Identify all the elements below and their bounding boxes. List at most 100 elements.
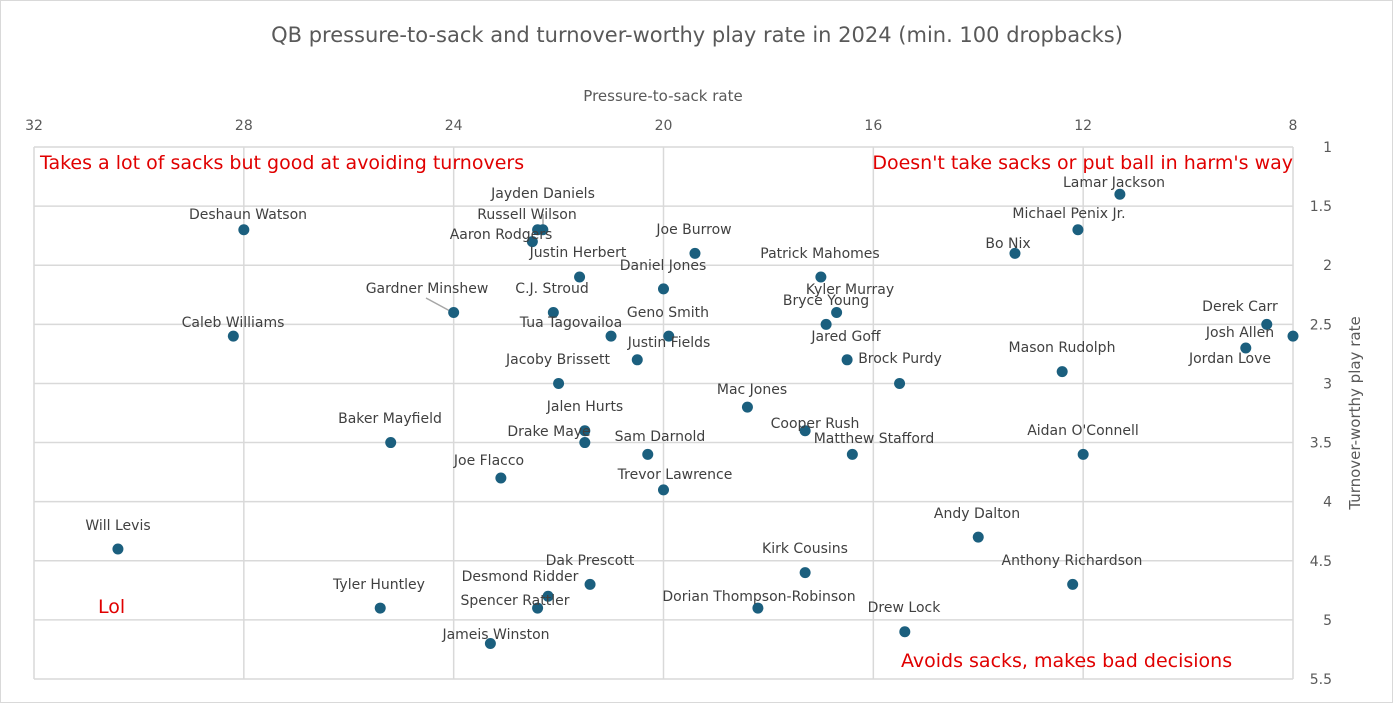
data-label: Jayden Daniels [490,186,595,202]
data-label: Joe Flacco [453,453,524,469]
data-label: Bo Nix [985,236,1030,252]
data-label: Deshaun Watson [189,207,307,223]
data-labels: Lamar Jackson Michael Penix Jr. Bo Nix Dere… [85,175,1278,643]
y-axis-title: Turnover-worthy play rate [1346,316,1364,510]
y-tick-label: 2 [1323,258,1332,274]
data-point [547,307,559,319]
data-label: Jordan Love [1188,351,1271,367]
data-point [584,578,596,590]
data-label: Jalen Hurts [546,399,623,415]
data-point [553,377,565,389]
y-tick-label: 1 [1323,140,1332,156]
data-label: Trevor Lawrence [617,467,733,483]
data-label: Bryce Young [783,293,869,309]
data-point [841,354,853,366]
data-label: Tyler Huntley [332,577,425,593]
data-point [238,224,250,236]
data-point [658,484,669,496]
data-label: Derek Carr [1202,299,1278,315]
data-label: Dorian Thompson-Robinson [662,589,855,605]
data-point [846,448,858,460]
data-point [1067,578,1079,590]
data-label: Mac Jones [717,382,787,398]
data-point [815,271,827,283]
data-point [605,330,617,342]
data-label: Justin Herbert [529,245,627,261]
data-point [227,330,239,342]
data-label: Joe Burrow [655,222,731,238]
data-label: Patrick Mahomes [760,246,879,262]
data-label: Justin Fields [627,335,711,351]
data-label: Aaron Rodgers [450,227,553,243]
data-label: Michael Penix Jr. [1012,206,1125,222]
y-tick-labels: 1 1.5 2 2.5 3 3.5 4 4.5 5 5.5 [1310,140,1332,688]
data-label: Andy Dalton [934,506,1020,522]
data-point [642,448,654,460]
data-label: Aidan O'Connell [1027,423,1139,439]
data-point [799,567,811,579]
data-point [1240,342,1252,354]
data-point [689,247,701,259]
data-point [495,472,507,484]
data-label: Sam Darnold [615,429,706,445]
data-point [820,318,832,330]
data-label: Russell Wilson [477,207,576,223]
data-point [1114,188,1126,200]
data-label: Matthew Stafford [814,431,935,447]
x-tick-label: 32 [25,118,43,134]
data-point [663,330,675,342]
data-point [579,425,591,437]
data-label: Brock Purdy [858,351,942,367]
data-point [1077,448,1089,460]
data-label: Tua Tagovailoa [519,315,622,331]
data-point [542,590,554,602]
data-label: Lamar Jackson [1063,175,1165,191]
annotation-text: Avoids sacks, makes bad decisions [901,650,1232,672]
data-point [799,425,811,437]
y-tick-label: 3.5 [1310,436,1332,452]
x-axis-title: Pressure-to-sack rate [583,87,742,105]
data-point [374,602,386,614]
data-label: Jared Goff [810,329,881,345]
data-point [385,437,397,449]
data-point [1056,366,1068,378]
leader-line [425,297,451,312]
x-tick-label: 8 [1289,118,1298,134]
y-tick-label: 5.5 [1310,672,1332,688]
data-label: Cooper Rush [771,416,860,432]
data-point [972,531,984,543]
annotation-text: Doesn't take sacks or put ball in harm's… [872,152,1293,174]
data-label: Dak Prescott [546,553,635,569]
data-point [574,271,586,283]
annotation-text: Lol [98,596,125,618]
annotation-text: Takes a lot of sacks but good at avoidin… [39,152,524,174]
annotations: Takes a lot of sacks but good at avoidin… [39,152,1293,672]
data-label: Jacoby Brissett [505,352,611,368]
data-label: Jameis Winston [441,627,549,643]
data-label: Caleb Williams [182,315,285,331]
y-tick-label: 4.5 [1310,554,1332,570]
data-point [484,638,496,650]
data-point [831,307,843,319]
data-point [112,543,124,555]
data-point [532,602,544,614]
y-tick-label: 2.5 [1310,317,1332,333]
x-tick-labels: 32 28 24 20 16 12 8 [25,118,1297,134]
x-tick-label: 24 [445,118,463,134]
data-point [894,377,906,389]
data-point [532,224,544,236]
data-label: C.J. Stroud [515,281,588,297]
data-point [741,401,753,413]
data-point [526,236,538,248]
data-label: Gardner Minshew [366,281,489,297]
data-label: Drew Lock [868,600,942,616]
data-label: Desmond Ridder [462,569,579,585]
data-point [1072,224,1084,236]
data-points [112,188,1299,650]
data-point [1261,318,1273,330]
data-label: Geno Smith [627,305,709,321]
x-tick-label: 12 [1074,118,1092,134]
x-tick-label: 20 [655,118,673,134]
data-point [752,602,764,614]
